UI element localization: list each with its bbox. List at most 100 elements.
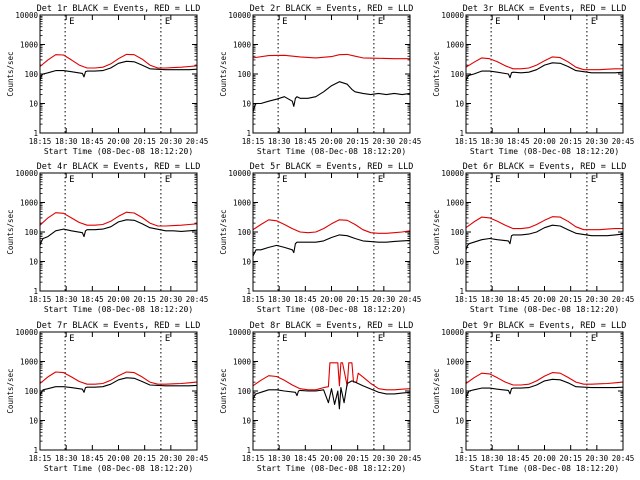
x-axis-label: Start Time (08-Dec-08 18:12:20) bbox=[470, 464, 619, 473]
y-axis-label: Counts/sec bbox=[6, 209, 15, 254]
marker-label: E bbox=[591, 175, 596, 185]
x-tick-label: 20:00 bbox=[107, 137, 130, 146]
series-events bbox=[465, 378, 624, 398]
y-axis-label: Counts/sec bbox=[219, 209, 228, 254]
plot-frame bbox=[465, 172, 624, 292]
panel-title: Det 7r BLACK = Events, RED = LLD bbox=[37, 321, 201, 331]
x-tick-label: 20:00 bbox=[320, 454, 343, 463]
marker-label: E bbox=[378, 334, 383, 344]
y-tick-label: 10 bbox=[455, 100, 465, 109]
y-tick-label: 1000 bbox=[446, 358, 465, 367]
series-lld bbox=[252, 362, 411, 391]
x-tick-label: 20:45 bbox=[612, 137, 635, 146]
x-tick-label: 18:15 bbox=[455, 137, 478, 146]
x-tick-label: 20:15 bbox=[559, 295, 582, 304]
x-axis-label: Start Time (08-Dec-08 18:12:20) bbox=[44, 147, 193, 156]
series-events bbox=[252, 81, 411, 113]
y-tick-label: 100 bbox=[237, 228, 251, 237]
y-axis-label: Counts/sec bbox=[432, 368, 441, 413]
x-tick-label: 18:30 bbox=[55, 137, 78, 146]
x-tick-label: 18:15 bbox=[29, 295, 52, 304]
y-tick-label: 1 bbox=[33, 287, 38, 296]
x-tick-label: 20:00 bbox=[107, 454, 130, 463]
x-tick-label: 20:15 bbox=[346, 137, 369, 146]
y-tick-label: 100 bbox=[24, 70, 38, 79]
y-tick-label: 100 bbox=[450, 70, 464, 79]
x-tick-label: 20:15 bbox=[133, 137, 156, 146]
series-lld bbox=[465, 372, 624, 386]
x-tick-label: 18:30 bbox=[481, 454, 504, 463]
y-tick-label: 10000 bbox=[441, 169, 464, 178]
x-tick-label: 20:45 bbox=[186, 454, 209, 463]
x-tick-label: 18:15 bbox=[455, 295, 478, 304]
x-tick-label: 18:45 bbox=[81, 137, 104, 146]
y-tick-label: 1 bbox=[246, 446, 251, 455]
marker-label: E bbox=[378, 175, 383, 185]
series-events bbox=[252, 380, 411, 410]
plot-frame bbox=[39, 331, 198, 451]
x-tick-label: 18:45 bbox=[294, 137, 317, 146]
plot-frame bbox=[252, 14, 411, 134]
x-tick-label: 20:30 bbox=[373, 295, 396, 304]
plot-frame bbox=[465, 14, 624, 134]
y-tick-label: 10 bbox=[455, 258, 465, 267]
x-tick-label: 18:15 bbox=[242, 454, 265, 463]
y-tick-label: 1000 bbox=[20, 41, 39, 50]
x-tick-label: 20:30 bbox=[586, 454, 609, 463]
panel-5: Det 5r BLACK = Events, RED = LLD 1 10 100 10… bbox=[219, 162, 421, 314]
panel-title: Det 1r BLACK = Events, RED = LLD bbox=[37, 4, 201, 14]
marker-label: E bbox=[165, 17, 170, 27]
x-tick-label: 18:45 bbox=[81, 454, 104, 463]
marker-label: E bbox=[591, 17, 596, 27]
x-tick-label: 20:45 bbox=[612, 295, 635, 304]
series-lld bbox=[39, 371, 198, 385]
y-axis-label: Counts/sec bbox=[219, 368, 228, 413]
x-tick-label: 20:00 bbox=[320, 295, 343, 304]
panel-9: Det 9r BLACK = Events, RED = LLD 1 10 100 10… bbox=[432, 321, 634, 473]
x-axis-label: Start Time (08-Dec-08 18:12:20) bbox=[257, 464, 406, 473]
x-tick-label: 18:45 bbox=[507, 454, 530, 463]
y-tick-label: 10 bbox=[29, 100, 39, 109]
x-tick-label: 20:15 bbox=[133, 454, 156, 463]
marker-label: E bbox=[591, 334, 596, 344]
x-tick-label: 18:45 bbox=[507, 295, 530, 304]
panel-title: Det 5r BLACK = Events, RED = LLD bbox=[250, 162, 414, 172]
x-tick-label: 20:00 bbox=[320, 137, 343, 146]
y-tick-label: 10000 bbox=[15, 169, 38, 178]
x-tick-label: 20:00 bbox=[107, 295, 130, 304]
panel-3: Det 3r BLACK = Events, RED = LLD 1 10 100 10… bbox=[432, 4, 634, 156]
y-tick-label: 1 bbox=[33, 446, 38, 455]
y-tick-label: 100 bbox=[237, 387, 251, 396]
marker-label: E bbox=[282, 334, 287, 344]
y-tick-label: 10 bbox=[29, 258, 39, 267]
y-axis-label: Counts/sec bbox=[219, 51, 228, 96]
panel-title: Det 9r BLACK = Events, RED = LLD bbox=[463, 321, 627, 331]
y-axis-label: Counts/sec bbox=[6, 51, 15, 96]
x-tick-label: 20:15 bbox=[346, 295, 369, 304]
x-tick-label: 18:30 bbox=[268, 454, 291, 463]
series-lld bbox=[39, 211, 198, 227]
y-tick-label: 10000 bbox=[228, 328, 251, 337]
y-axis-label: Counts/sec bbox=[432, 51, 441, 96]
marker-label: E bbox=[378, 17, 383, 27]
x-tick-label: 18:30 bbox=[55, 454, 78, 463]
x-tick-label: 18:15 bbox=[242, 137, 265, 146]
y-tick-label: 1 bbox=[459, 287, 464, 296]
marker-label: E bbox=[282, 17, 287, 27]
y-tick-label: 1000 bbox=[446, 41, 465, 50]
marker-label: E bbox=[69, 334, 74, 344]
y-tick-label: 100 bbox=[237, 70, 251, 79]
panel-1: Det 1r BLACK = Events, RED = LLD 1 10 100 10… bbox=[6, 4, 208, 156]
marker-label: E bbox=[165, 334, 170, 344]
x-tick-label: 18:45 bbox=[81, 295, 104, 304]
y-tick-label: 10 bbox=[455, 417, 465, 426]
x-tick-label: 18:15 bbox=[29, 454, 52, 463]
y-axis-label: Counts/sec bbox=[432, 209, 441, 254]
series-events bbox=[39, 377, 198, 396]
marker-label: E bbox=[495, 334, 500, 344]
panel-7: Det 7r BLACK = Events, RED = LLD 1 10 100 10… bbox=[6, 321, 208, 473]
y-tick-label: 100 bbox=[450, 228, 464, 237]
marker-label: E bbox=[282, 175, 287, 185]
series-events bbox=[252, 234, 411, 257]
